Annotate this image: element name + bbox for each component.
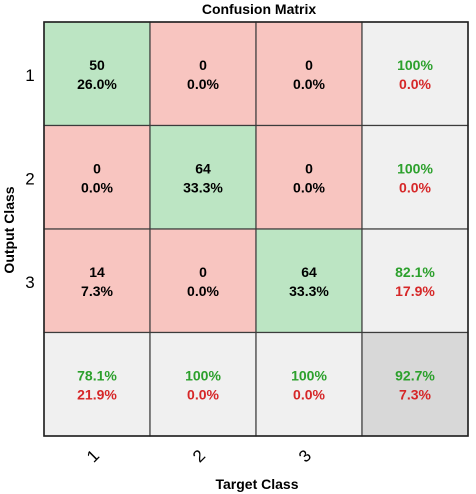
matrix-cell <box>149 21 257 127</box>
matrix-border <box>43 21 469 437</box>
row-summary-cell <box>361 21 469 127</box>
matrix-cell <box>255 21 363 127</box>
matrix-cell-percent: 33.3% <box>183 179 223 195</box>
row-summary-cell-value: 100% <box>397 160 433 176</box>
matrix-cell-percent: 0.0% <box>293 76 325 92</box>
matrix-cell-percent: 0.0% <box>187 283 219 299</box>
column-summary-cell-percent: 0.0% <box>293 386 325 402</box>
matrix-cell-value: 64 <box>195 160 211 176</box>
row-summary-cell-value: 82.1% <box>395 264 435 280</box>
overall-cell-percent: 7.3% <box>399 386 431 402</box>
overall-cell <box>361 331 469 437</box>
matrix-cell-percent: 0.0% <box>293 179 325 195</box>
matrix-cell-value: 0 <box>199 57 207 73</box>
matrix-cell <box>149 228 257 334</box>
matrix-cell <box>43 228 151 334</box>
chart-title: Confusion Matrix <box>202 1 317 17</box>
matrix-cell <box>43 124 151 230</box>
y-axis-label: Output Class <box>1 186 17 273</box>
row-summary-cell-percent: 17.9% <box>395 283 435 299</box>
x-tick-label: 3 <box>295 446 315 466</box>
column-summary-cell-value: 100% <box>185 367 221 383</box>
row-summary-cell <box>361 228 469 334</box>
matrix-cell-value: 14 <box>89 264 105 280</box>
row-summary-cell-percent: 0.0% <box>399 76 431 92</box>
overall-cell-value: 92.7% <box>395 367 435 383</box>
matrix-cell-percent: 26.0% <box>77 76 117 92</box>
matrix-cell-value: 0 <box>305 160 313 176</box>
y-tick-label: 3 <box>25 273 34 292</box>
matrix-cell-percent: 33.3% <box>289 283 329 299</box>
matrix-cell <box>149 124 257 230</box>
row-summary-cell <box>361 124 469 230</box>
row-summary-cell-percent: 0.0% <box>399 179 431 195</box>
column-summary-cell <box>43 331 151 437</box>
column-summary-cell-percent: 0.0% <box>187 386 219 402</box>
x-tick-label: 2 <box>189 446 209 466</box>
row-summary-cell-value: 100% <box>397 57 433 73</box>
matrix-cell-value: 0 <box>199 264 207 280</box>
matrix-cell <box>255 228 363 334</box>
matrix-cell-percent: 0.0% <box>81 179 113 195</box>
column-summary-cell <box>255 331 363 437</box>
matrix-cell <box>255 124 363 230</box>
y-tick-label: 2 <box>25 169 34 188</box>
matrix-cell-value: 50 <box>89 57 105 73</box>
matrix-cell-value: 0 <box>93 160 101 176</box>
x-tick-label: 1 <box>83 446 103 466</box>
column-summary-cell-percent: 21.9% <box>77 386 117 402</box>
column-summary-cell-value: 78.1% <box>77 367 117 383</box>
matrix-cell-value: 64 <box>301 264 317 280</box>
matrix-cell <box>43 21 151 127</box>
matrix-cell-percent: 0.0% <box>187 76 219 92</box>
cells-layer: 50 26.0% 0 0.0% 0 0.0% 100% 0.0% 0 0.0% 64 33.3% 0 0.… <box>43 21 469 437</box>
column-summary-cell-value: 100% <box>291 367 327 383</box>
matrix-cell-percent: 7.3% <box>81 283 113 299</box>
column-summary-cell <box>149 331 257 437</box>
y-tick-label: 1 <box>25 66 34 85</box>
matrix-cell-value: 0 <box>305 57 313 73</box>
x-axis-label: Target Class <box>216 476 299 492</box>
